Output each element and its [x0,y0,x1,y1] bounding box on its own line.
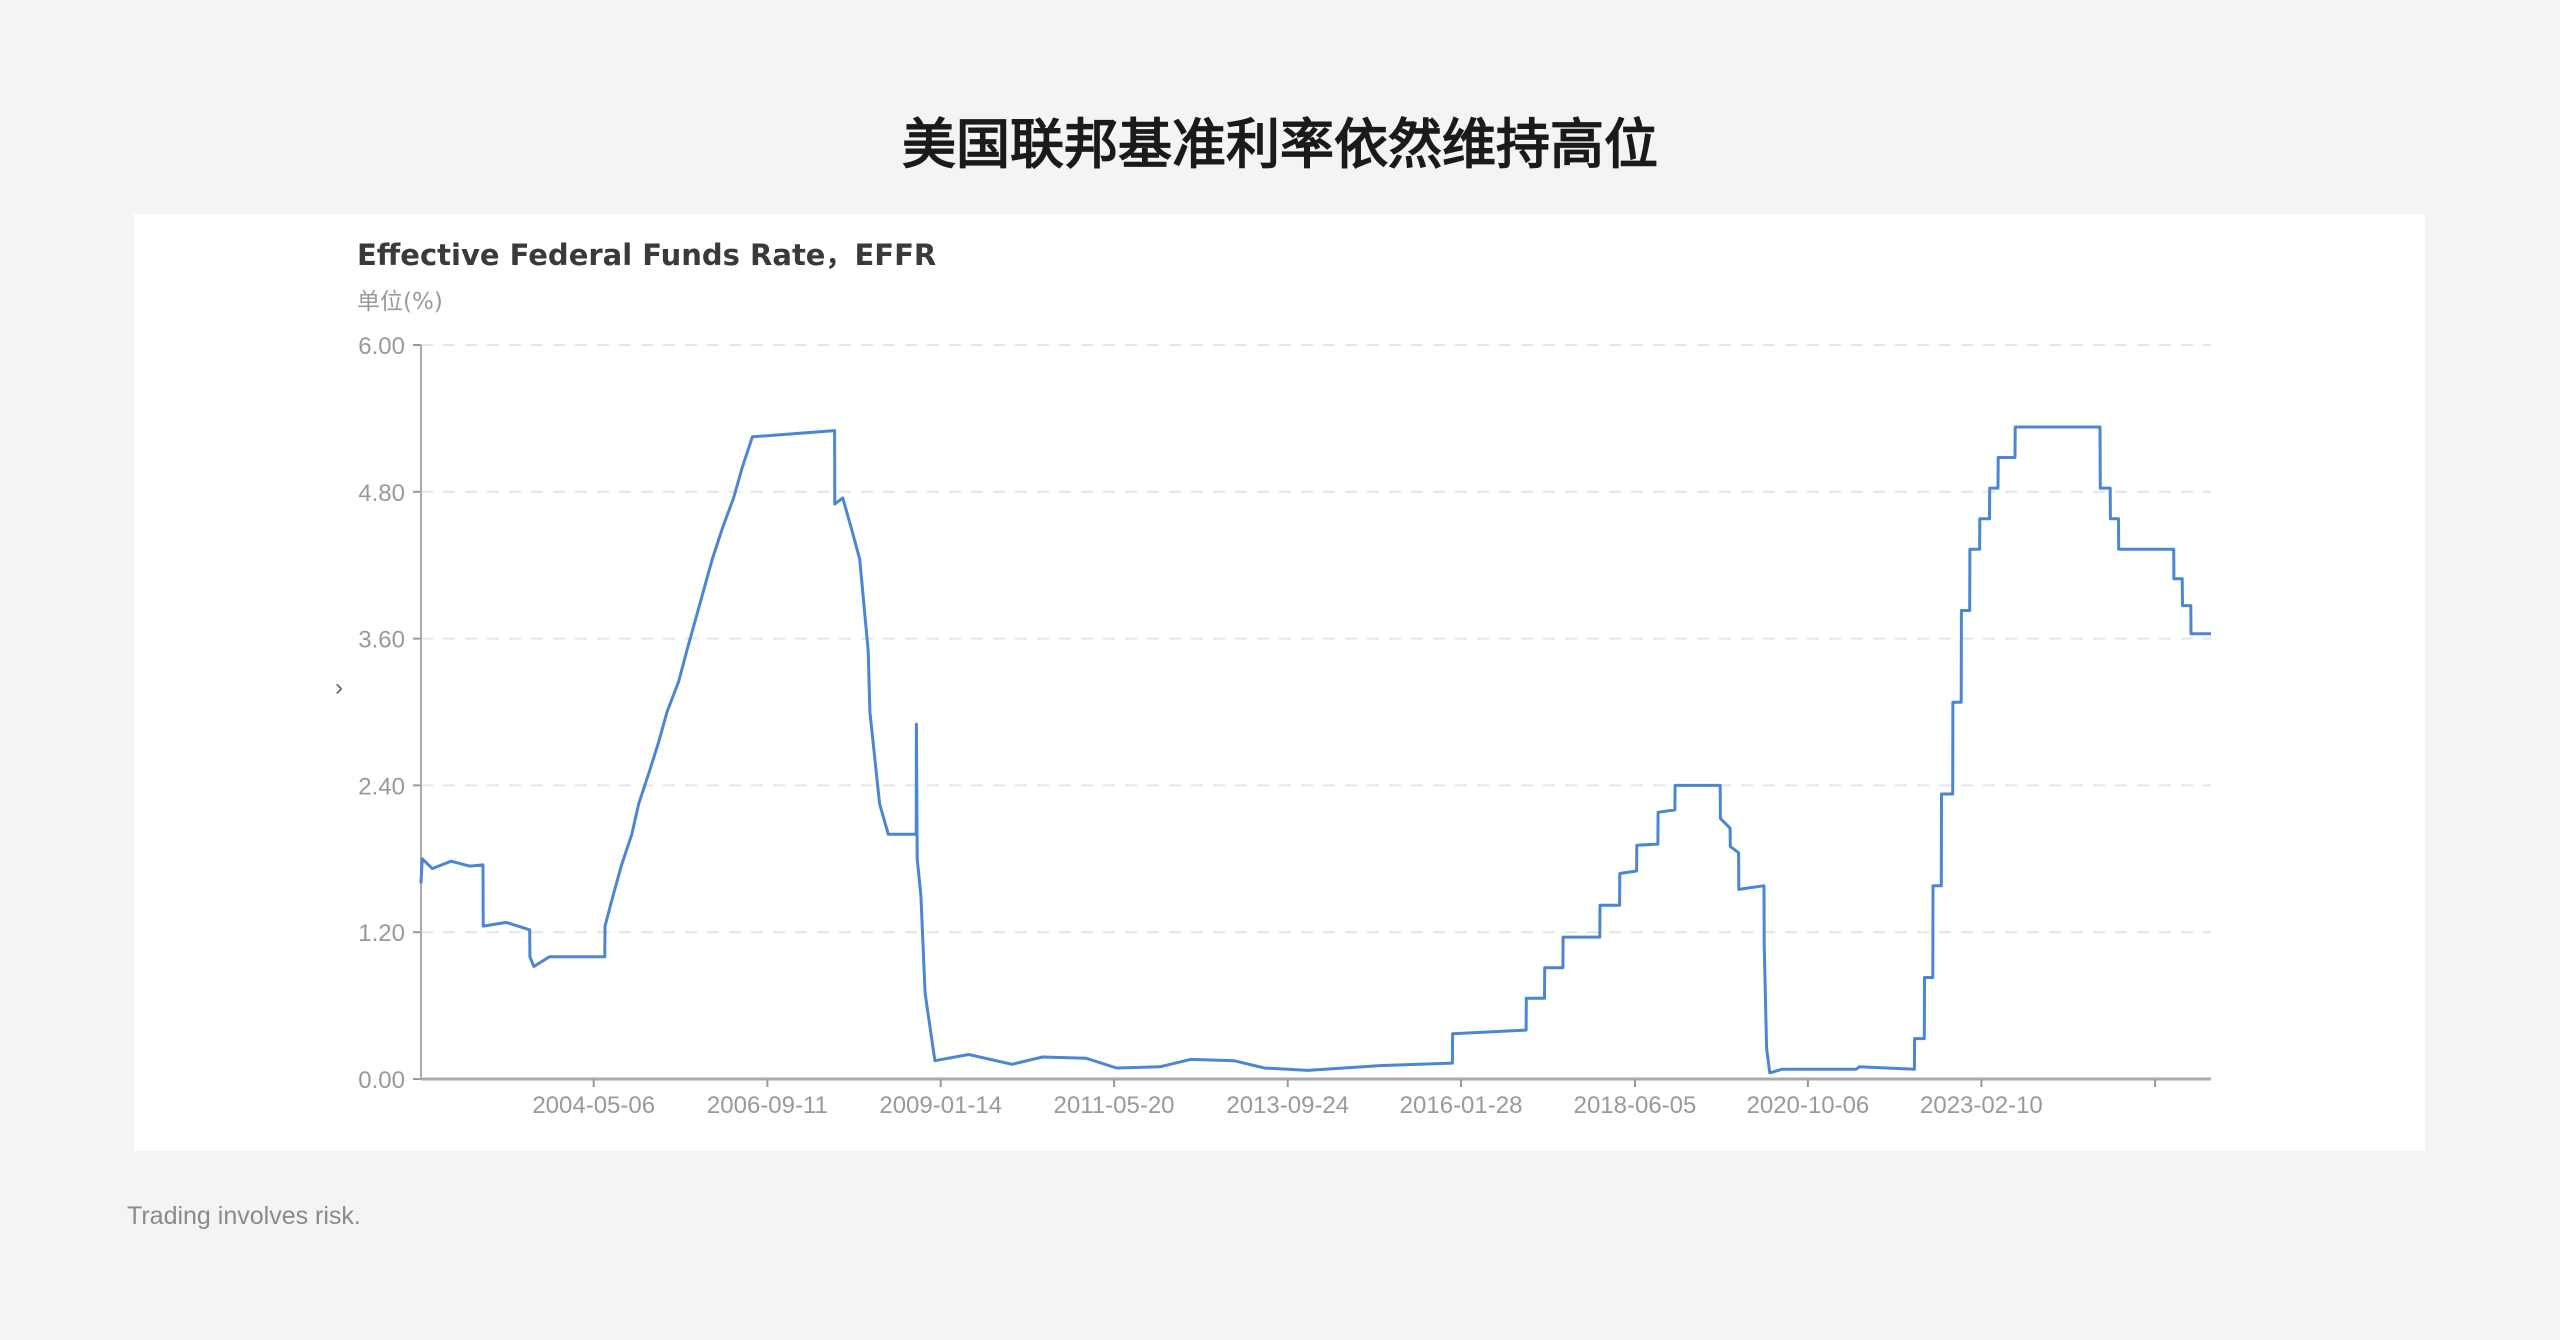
y-tick-label: 0.00 [358,1067,405,1094]
y-tick-label: 1.20 [358,920,405,947]
x-tick-label: 2013-09-24 [1226,1092,1349,1119]
x-tick-label: 2023-02-10 [1920,1092,2043,1119]
x-tick-label: 2006-09-11 [707,1092,828,1119]
y-tick-label: 3.60 [358,627,405,654]
chart-card [134,214,2425,1151]
x-tick-label: 2009-01-14 [879,1092,1002,1119]
chart-title: Effective Federal Funds Rate，EFFR [357,238,937,272]
risk-disclaimer: Trading involves risk. [127,1202,361,1230]
y-tick-label: 2.40 [358,773,405,800]
effr-series-line [419,425,2211,1075]
x-tick-label: 2011-05-20 [1054,1092,1175,1119]
x-tick-label: 2020-10-06 [1747,1092,1870,1119]
x-tick-label: 2018-06-05 [1574,1092,1697,1119]
chevron-right-icon[interactable]: › [335,674,343,701]
page-title: 美国联邦基准利率依然维持高位 [902,113,1658,176]
x-tick-label: 2004-05-06 [532,1092,655,1119]
y-tick-label: 4.80 [358,480,405,507]
x-tick-label: 2016-01-28 [1400,1092,1523,1119]
y-axis-unit-label: 单位(%) [357,289,443,315]
y-tick-label: 6.00 [358,333,405,360]
